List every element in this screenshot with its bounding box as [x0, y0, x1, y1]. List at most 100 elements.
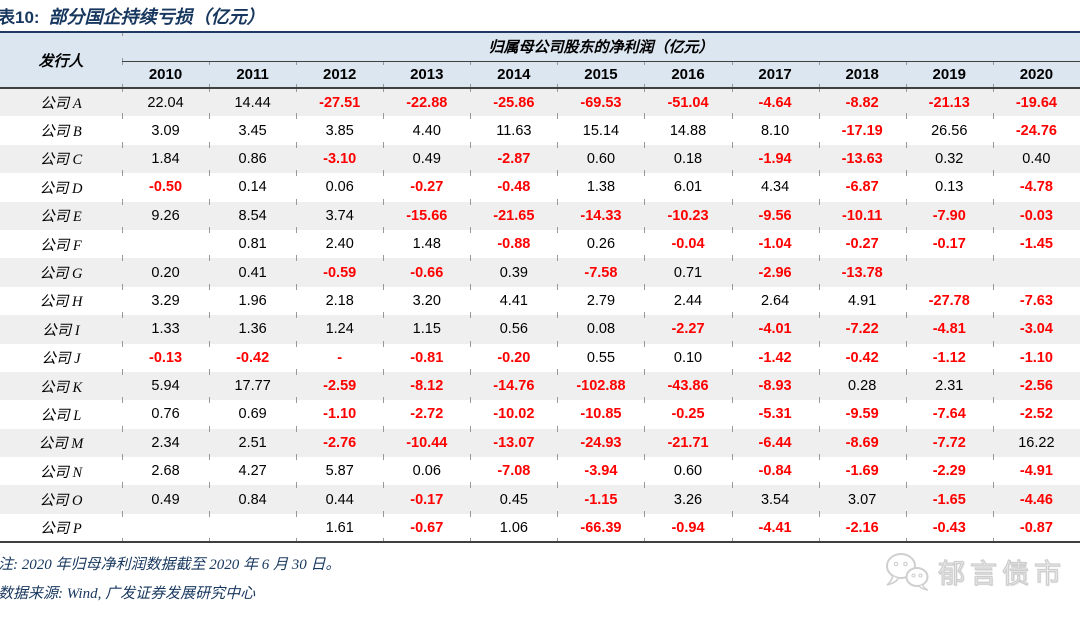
year-header-row: 2010 2011 2012 2013 2014 2015 2016 2017 2018 2019… [0, 61, 1080, 89]
table-title: 表10: 部分国企持续亏损（亿元） [0, 0, 1080, 31]
value-cell: -2.56 [992, 371, 1080, 401]
issuer-cell: 公司 M [38, 436, 84, 453]
value-cell: 0.55 [557, 343, 645, 372]
value-cell: -66.39 [557, 513, 645, 543]
table-row: 公司 G 0.20 0.41 -0.59 -0.66 0.39 -7.58 0.71 -2.96… [0, 258, 1080, 287]
report-table-page: 表10: 部分国企持续亏损（亿元） 发行人 归属母公司股东的净利润（亿元） 20… [0, 0, 1080, 602]
value-cell: -21.13 [905, 88, 993, 117]
value-cell: -4.01 [731, 315, 819, 344]
value-cell: -25.86 [470, 88, 558, 117]
value-cell: 3.74 [296, 201, 384, 230]
value-cell: -2.96 [731, 258, 819, 287]
value-cell: 0.18 [644, 144, 732, 174]
table-row: 公司 L 0.76 0.69 -1.10 -2.72 -10.02 -10.85 -0.25-… [0, 400, 1080, 429]
value-cell: -22.88 [383, 88, 471, 117]
value-cell: -51.04 [644, 88, 732, 117]
value-cell: 0.60 [557, 144, 645, 174]
table-row: 公司 C 1.84 0.86 -3.10 0.49 -2.87 0.60 0.18 -1.94-… [0, 144, 1080, 174]
table-caption: 部分国企持续亏损（亿元） [48, 6, 265, 27]
issuer-cell: 公司 A [40, 96, 82, 113]
table-row: 公司 H 3.29 1.96 2.18 3.20 4.41 2.79 2.44 2.64 4.91… [0, 286, 1080, 316]
value-cell: -7.90 [905, 201, 993, 230]
issuer-cell: 公司 E [40, 209, 82, 226]
value-cell: -7.58 [557, 258, 645, 287]
issuer-cell: 公司 C [39, 152, 83, 169]
value-cell: -9.59 [818, 400, 906, 429]
value-cell: 4.34 [731, 173, 819, 202]
table-row: 公司 N 2.68 4.27 5.87 0.06 -7.08 -3.94 0.60 -0.84-… [0, 457, 1080, 486]
value-cell: 4.91 [818, 286, 906, 316]
value-cell: -1.10 [992, 343, 1080, 372]
value-cell: -2.29 [905, 457, 993, 486]
value-cell: -8.69 [818, 428, 906, 458]
value-cell: -4.64 [731, 88, 819, 117]
value-cell: -0.17 [383, 485, 471, 514]
value-cell: -8.82 [818, 88, 906, 117]
value-cell: 3.85 [296, 116, 384, 145]
value-cell: -1.69 [818, 457, 906, 486]
value-cell: 2.51 [209, 428, 297, 458]
value-cell: 2.31 [905, 371, 993, 401]
value-cell: -6.44 [731, 428, 819, 458]
value-cell: 3.20 [383, 286, 471, 316]
issuer-cell: 公司 O [39, 493, 83, 510]
value-cell: 11.63 [470, 116, 558, 145]
year-header-cell: 2015 [557, 61, 645, 89]
value-cell: -1.65 [905, 485, 993, 514]
value-cell: -2.16 [818, 513, 906, 543]
value-cell: -0.88 [470, 229, 558, 259]
value-cell: 1.33 [122, 315, 210, 344]
value-cell: -0.87 [992, 513, 1080, 543]
value-cell: 2.34 [122, 428, 210, 458]
value-cell [992, 258, 1080, 287]
issuer-cell: 公司 B [40, 124, 82, 141]
year-header-cell: 2014 [470, 61, 558, 89]
value-cell: 3.09 [122, 116, 210, 145]
table-row: 公司 F 0.81 2.40 1.48 -0.88 0.26 -0.04 -1.04 -0.27… [0, 229, 1080, 259]
value-cell: -1.12 [905, 343, 993, 372]
value-cell: -2.52 [992, 400, 1080, 429]
value-cell: -10.23 [644, 201, 732, 230]
value-cell: -2.59 [296, 371, 384, 401]
wechat-icon [886, 553, 929, 591]
value-cell: 0.49 [383, 144, 471, 174]
value-cell: -0.13 [122, 343, 210, 372]
issuer-cell: 公司 I [42, 322, 80, 339]
value-cell: 3.26 [644, 485, 732, 514]
value-cell: 0.28 [818, 371, 906, 401]
value-cell: 2.44 [644, 286, 732, 316]
table-row: 公司 B 3.09 3.45 3.85 4.40 11.63 15.14 14.88 8.10-… [0, 116, 1080, 145]
watermark-text: 郁言债市 [937, 558, 1066, 589]
value-cell: -0.59 [296, 258, 384, 287]
value-cell: -2.72 [383, 400, 471, 429]
value-cell: 4.40 [383, 116, 471, 145]
value-cell: -1.45 [992, 229, 1080, 259]
value-cell: 0.49 [122, 485, 210, 514]
value-cell: -0.81 [383, 343, 471, 372]
value-cell: 0.39 [470, 258, 558, 287]
value-cell: -4.78 [992, 173, 1080, 202]
issuer-cell: 公司 K [39, 379, 83, 396]
table-row: 公司 M 2.34 2.51 -2.76 -10.44 -13.07 -24.93 -21.7… [0, 428, 1080, 458]
value-cell: 0.76 [122, 400, 210, 429]
value-cell: -17.19 [818, 116, 906, 145]
issuer-cell: 公司 N [39, 464, 83, 481]
value-cell: 22.04 [122, 88, 210, 117]
value-cell: -1.42 [731, 343, 819, 372]
value-cell: -4.41 [731, 513, 819, 543]
value-cell: 3.29 [122, 286, 210, 316]
value-cell: -19.64 [992, 88, 1080, 117]
value-cell: -14.76 [470, 371, 558, 401]
table-header: 发行人 归属母公司股东的净利润（亿元） 2010 2011 2012 2013 2014… [0, 32, 1080, 89]
value-cell: 0.32 [905, 144, 993, 174]
value-cell: 1.24 [296, 315, 384, 344]
value-cell: -3.04 [992, 315, 1080, 344]
value-cell: 0.86 [209, 144, 297, 174]
value-cell: -8.93 [731, 371, 819, 401]
value-cell: 1.15 [383, 315, 471, 344]
issuer-cell: 公司 G [39, 266, 83, 283]
value-cell: 3.54 [731, 485, 819, 514]
issuer-cell: 公司 F [40, 237, 82, 254]
issuer-column-header: 发行人 [0, 32, 122, 89]
profit-table: 发行人 归属母公司股东的净利润（亿元） 2010 2011 2012 2013 2014… [0, 31, 1080, 544]
